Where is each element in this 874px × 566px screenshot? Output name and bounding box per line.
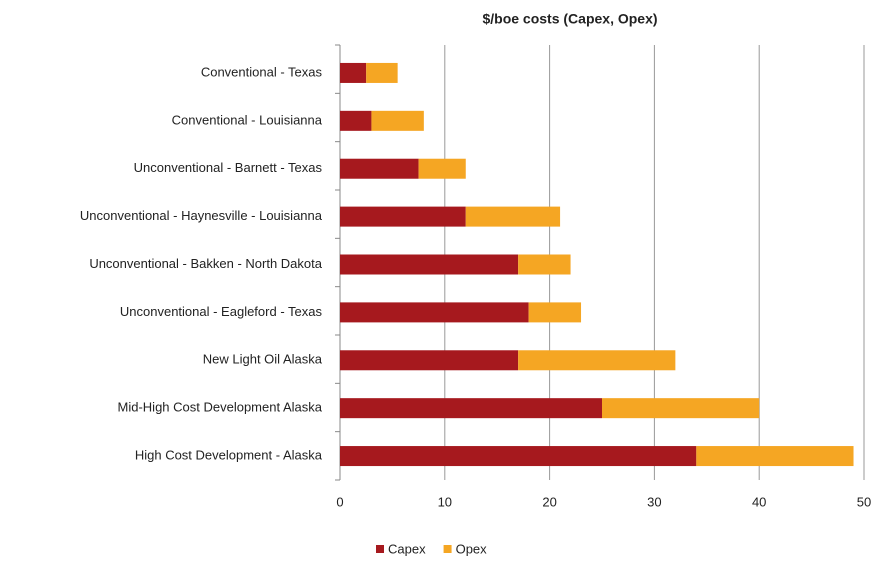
- bar: [340, 398, 602, 419]
- y-tick-label: New Light Oil Alaska: [203, 352, 323, 367]
- bar: [371, 110, 424, 131]
- bar: [340, 350, 519, 371]
- bar: [340, 206, 466, 227]
- bar: [340, 62, 367, 83]
- x-tick-label: 30: [647, 494, 661, 509]
- bar: [340, 110, 372, 131]
- x-tick-label: 40: [752, 494, 766, 509]
- bar: [418, 158, 466, 179]
- bar: [518, 350, 676, 371]
- chart-title: $/boe costs (Capex, Opex): [482, 11, 657, 27]
- y-tick-label: High Cost Development - Alaska: [135, 447, 323, 462]
- legend-swatch: [443, 545, 452, 553]
- y-tick-label: Unconventional - Bakken - North Dakota: [89, 256, 322, 271]
- y-tick-label: Conventional - Texas: [201, 64, 323, 79]
- x-tick-label: 10: [438, 494, 452, 509]
- bar: [602, 398, 760, 419]
- legend-swatch: [376, 545, 384, 553]
- y-tick-label: Unconventional - Haynesville - Louisiann…: [80, 208, 323, 223]
- x-tick-label: 20: [542, 494, 556, 509]
- bar: [340, 302, 529, 323]
- bar: [696, 446, 854, 467]
- bar: [528, 302, 582, 323]
- bar: [340, 158, 419, 179]
- y-tick-label: Conventional - Louisianna: [172, 112, 323, 127]
- bar: [366, 62, 398, 83]
- y-tick-label: Unconventional - Barnett - Texas: [134, 160, 323, 175]
- x-tick-label: 0: [336, 494, 343, 509]
- bar: [340, 254, 519, 275]
- bar: [465, 206, 561, 227]
- bar: [518, 254, 571, 275]
- legend-label: Capex: [388, 541, 426, 556]
- y-tick-label: Unconventional - Eagleford - Texas: [120, 304, 323, 319]
- bar: [340, 446, 697, 467]
- legend-label: Opex: [456, 541, 488, 556]
- x-tick-label: 50: [857, 494, 871, 509]
- y-tick-label: Mid-High Cost Development Alaska: [118, 400, 323, 415]
